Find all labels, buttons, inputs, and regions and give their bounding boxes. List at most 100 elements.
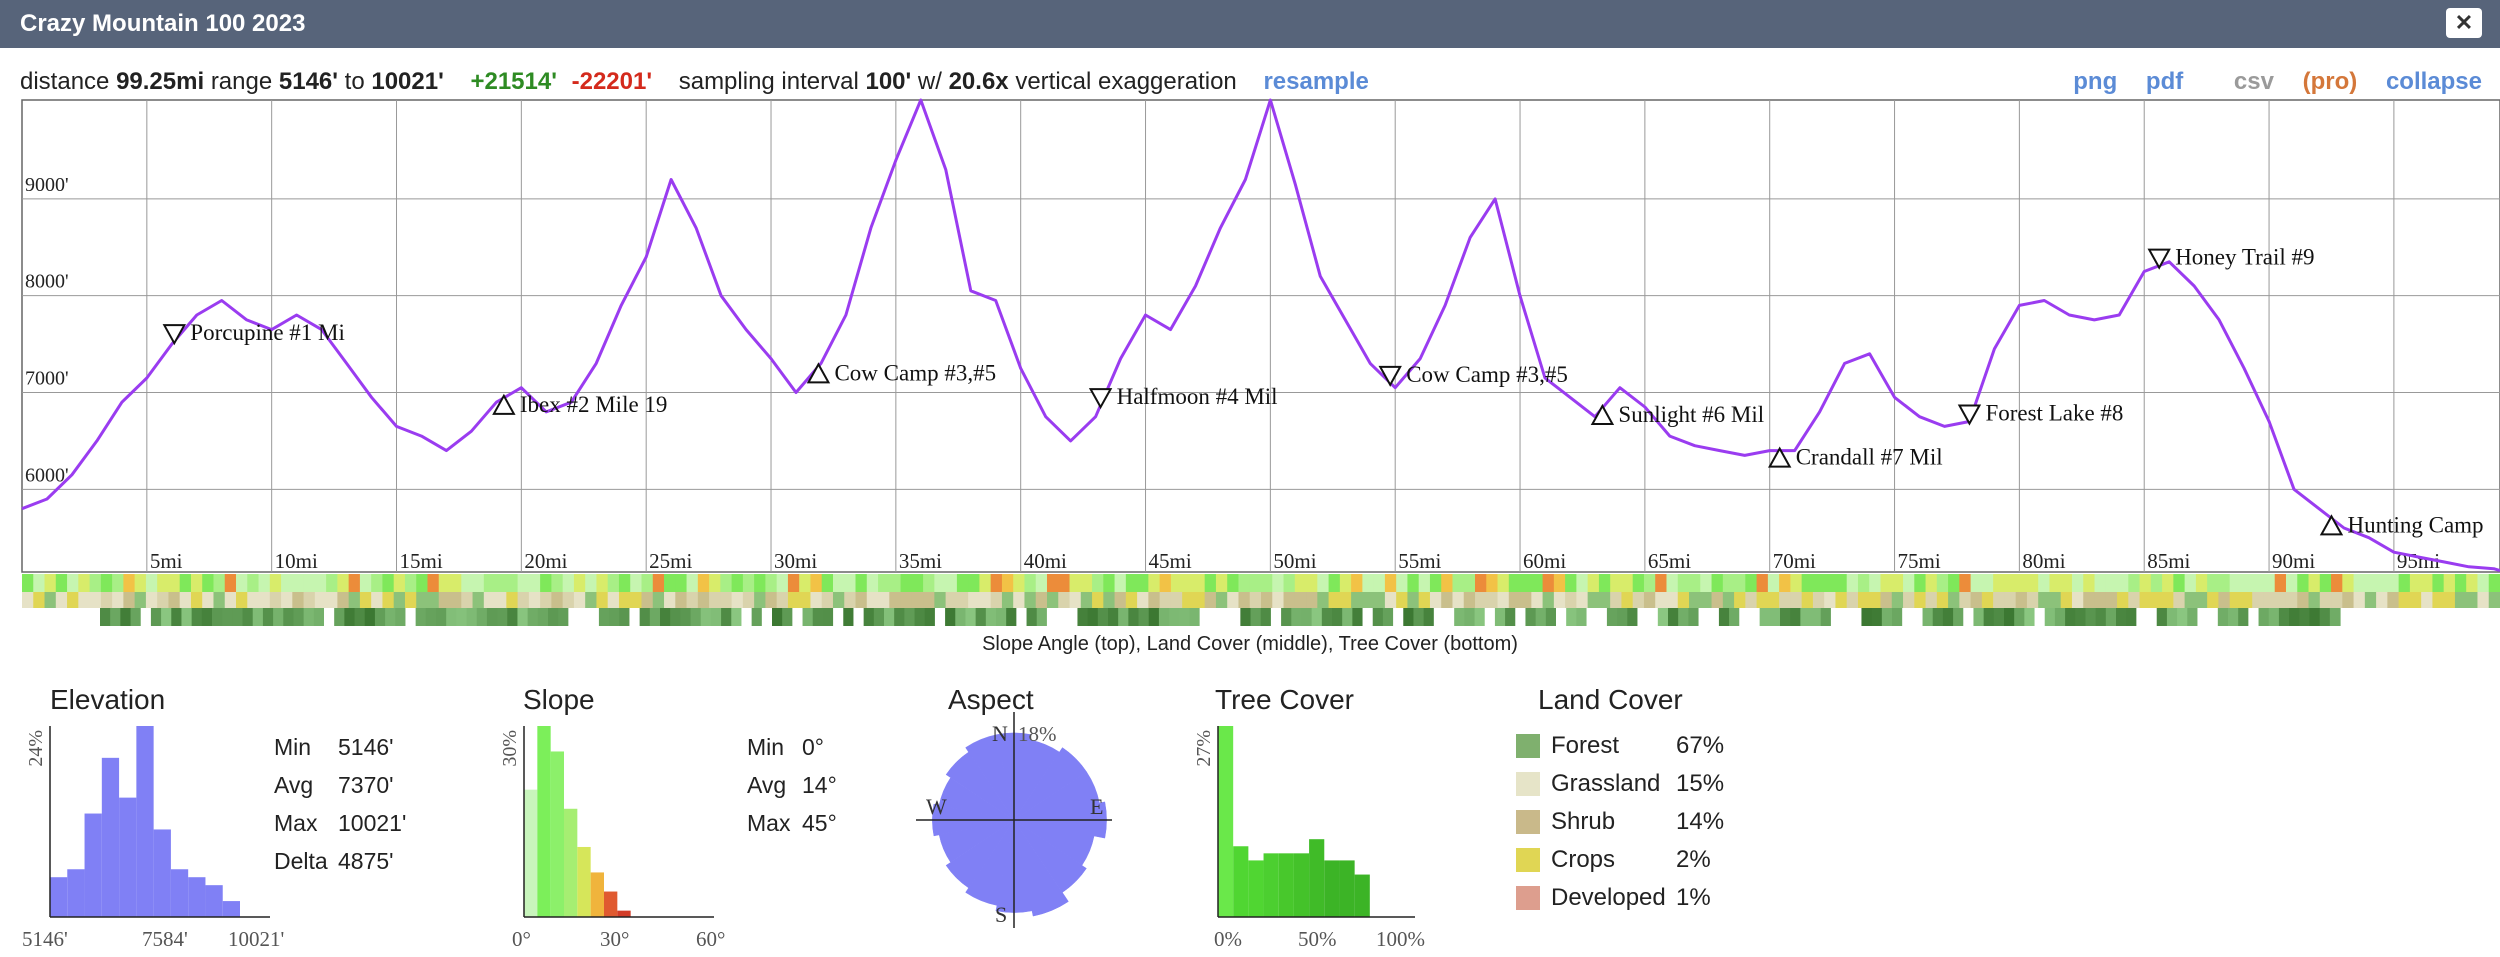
land-strip-cell [1137, 592, 1149, 608]
tree-strip-cell [731, 608, 743, 626]
land-strip-cell [934, 592, 947, 608]
land-strip-cell [2421, 592, 2434, 608]
land-strip-cell [1092, 592, 1104, 608]
slope-max-value: 45° [802, 810, 837, 836]
tree-strip-cell [1505, 608, 1516, 626]
tree-strip-cell [985, 608, 997, 626]
land-strip-cell [2139, 592, 2152, 608]
land-strip-cell [1407, 592, 1420, 608]
slope-strip-cell [607, 574, 620, 592]
waypoint-marker[interactable] [806, 362, 831, 384]
land-strip-cell [664, 592, 676, 608]
waypoint-marker[interactable] [2319, 514, 2344, 536]
land-strip-cell [55, 592, 68, 608]
land-strip-cell [123, 592, 136, 608]
slope-strip-cell [506, 574, 519, 592]
elevation-profile-chart: 6000' 7000' 8000' 9000' 5mi 10mi 15mi 20mi 25mi 3… [21, 98, 2500, 573]
x-tick-label: 35mi [899, 549, 942, 573]
land-strip-cell [2274, 592, 2287, 608]
tree-strip-cell [629, 608, 641, 626]
land-strip-cell [810, 592, 823, 608]
waypoint-marker[interactable] [492, 393, 516, 415]
slope-strip-cell [562, 574, 575, 592]
tree-strip-cell [1678, 608, 1689, 626]
slope-strip-cell [1475, 574, 1487, 592]
aspect-title: Aspect [948, 684, 1034, 715]
tree-strip-cell [1932, 608, 1944, 626]
land-strip-cell [1080, 592, 1093, 608]
tree-strip-cell [2248, 608, 2260, 626]
tree-strip-cell [507, 608, 519, 626]
waypoint-marker[interactable] [1590, 403, 1615, 425]
waypoint-marker[interactable] [1088, 388, 1113, 410]
tree-strip-cell [1851, 608, 1863, 626]
slope-strip-cell [956, 574, 969, 592]
land-strip-cell [1294, 592, 1307, 608]
tree-strip-cell [293, 608, 305, 626]
elev-min-label: Min [274, 734, 312, 760]
aspect-wedge [1013, 819, 1069, 917]
waypoint-marker[interactable] [1767, 446, 1792, 468]
tree-strip-cell [110, 608, 121, 626]
land-strip-cell [1598, 592, 1611, 608]
slope-strip-cell [889, 574, 902, 592]
land-strip-cell [1981, 592, 1994, 608]
land-strip-cell [1936, 592, 1949, 608]
slope-strip-cell [1508, 574, 1521, 592]
tree-strip-cell [150, 608, 162, 626]
tree-strip-cell [1800, 608, 1812, 626]
exaggeration-value: 20.6x [948, 68, 1009, 95]
slope-max-label: Max [747, 810, 791, 836]
png-link[interactable]: png [2073, 68, 2118, 95]
slope-strip-cell [900, 574, 913, 592]
slope-strip-cell [968, 574, 981, 592]
slope-strip-cell [1159, 574, 1172, 592]
slope-strip-cell [585, 574, 598, 592]
land-strip-cell [89, 592, 102, 608]
slope-strip-cell [2387, 574, 2400, 592]
tree-strip-cell [1820, 608, 1832, 626]
land-strip-cell [2094, 592, 2107, 608]
tree-strip-cell [792, 608, 804, 626]
slope-strip-cell [1294, 574, 1307, 592]
waypoint-marker[interactable] [1957, 404, 1982, 426]
land-strip-cell [33, 592, 46, 608]
slope-strip-cell [337, 574, 350, 592]
slope-strip-cell [2162, 574, 2174, 592]
land-strip-cell [2060, 592, 2073, 608]
close-button[interactable]: ✕ [2446, 8, 2482, 38]
tree-strip-cell [1393, 608, 1404, 626]
land-strip-cell [607, 592, 620, 608]
waypoint-marker[interactable] [1378, 365, 1402, 387]
slope-strip-cell [281, 574, 293, 592]
land-strip-cell [292, 592, 305, 608]
hist-y-max-label: 27% [1193, 730, 1215, 767]
csv-link[interactable]: csv (pro) [2212, 68, 2357, 95]
tree-strip-cell [1016, 608, 1028, 626]
hist-bar [188, 877, 206, 917]
elevation-histogram: 24% 5146' 7584' 10021' [22, 726, 284, 951]
resample-link[interactable]: resample [1263, 68, 1369, 95]
tree-strip-cell [334, 608, 345, 626]
tree-strip-cell [598, 608, 610, 626]
tree-strip-cell [1953, 608, 1964, 626]
land-strip-cell [2083, 592, 2096, 608]
slope-strip-cell [404, 574, 417, 592]
slope-strip-cell [495, 574, 507, 592]
collapse-link[interactable]: collapse [2385, 68, 2482, 95]
slope-strip-cell [1441, 574, 1454, 592]
slope-strip-cell [2297, 574, 2310, 592]
land-strip-cell [236, 592, 248, 608]
tree-strip-cell [100, 608, 111, 626]
title-bar: Crazy Mountain 100 2023 ✕ [0, 0, 2500, 48]
tree-strip-cell [527, 608, 539, 626]
waypoint-marker[interactable] [2147, 248, 2171, 270]
waypoint-marker[interactable] [162, 324, 186, 346]
tree-strip-cell [1912, 608, 1924, 626]
hist-x-tick-label: 100% [1376, 927, 1425, 951]
tree-strip-cell [1291, 608, 1303, 626]
land-strip-cell [247, 592, 260, 608]
land-strip-cell [78, 592, 91, 608]
pdf-link[interactable]: pdf [2145, 68, 2184, 95]
tree-strip-cell [710, 608, 722, 626]
